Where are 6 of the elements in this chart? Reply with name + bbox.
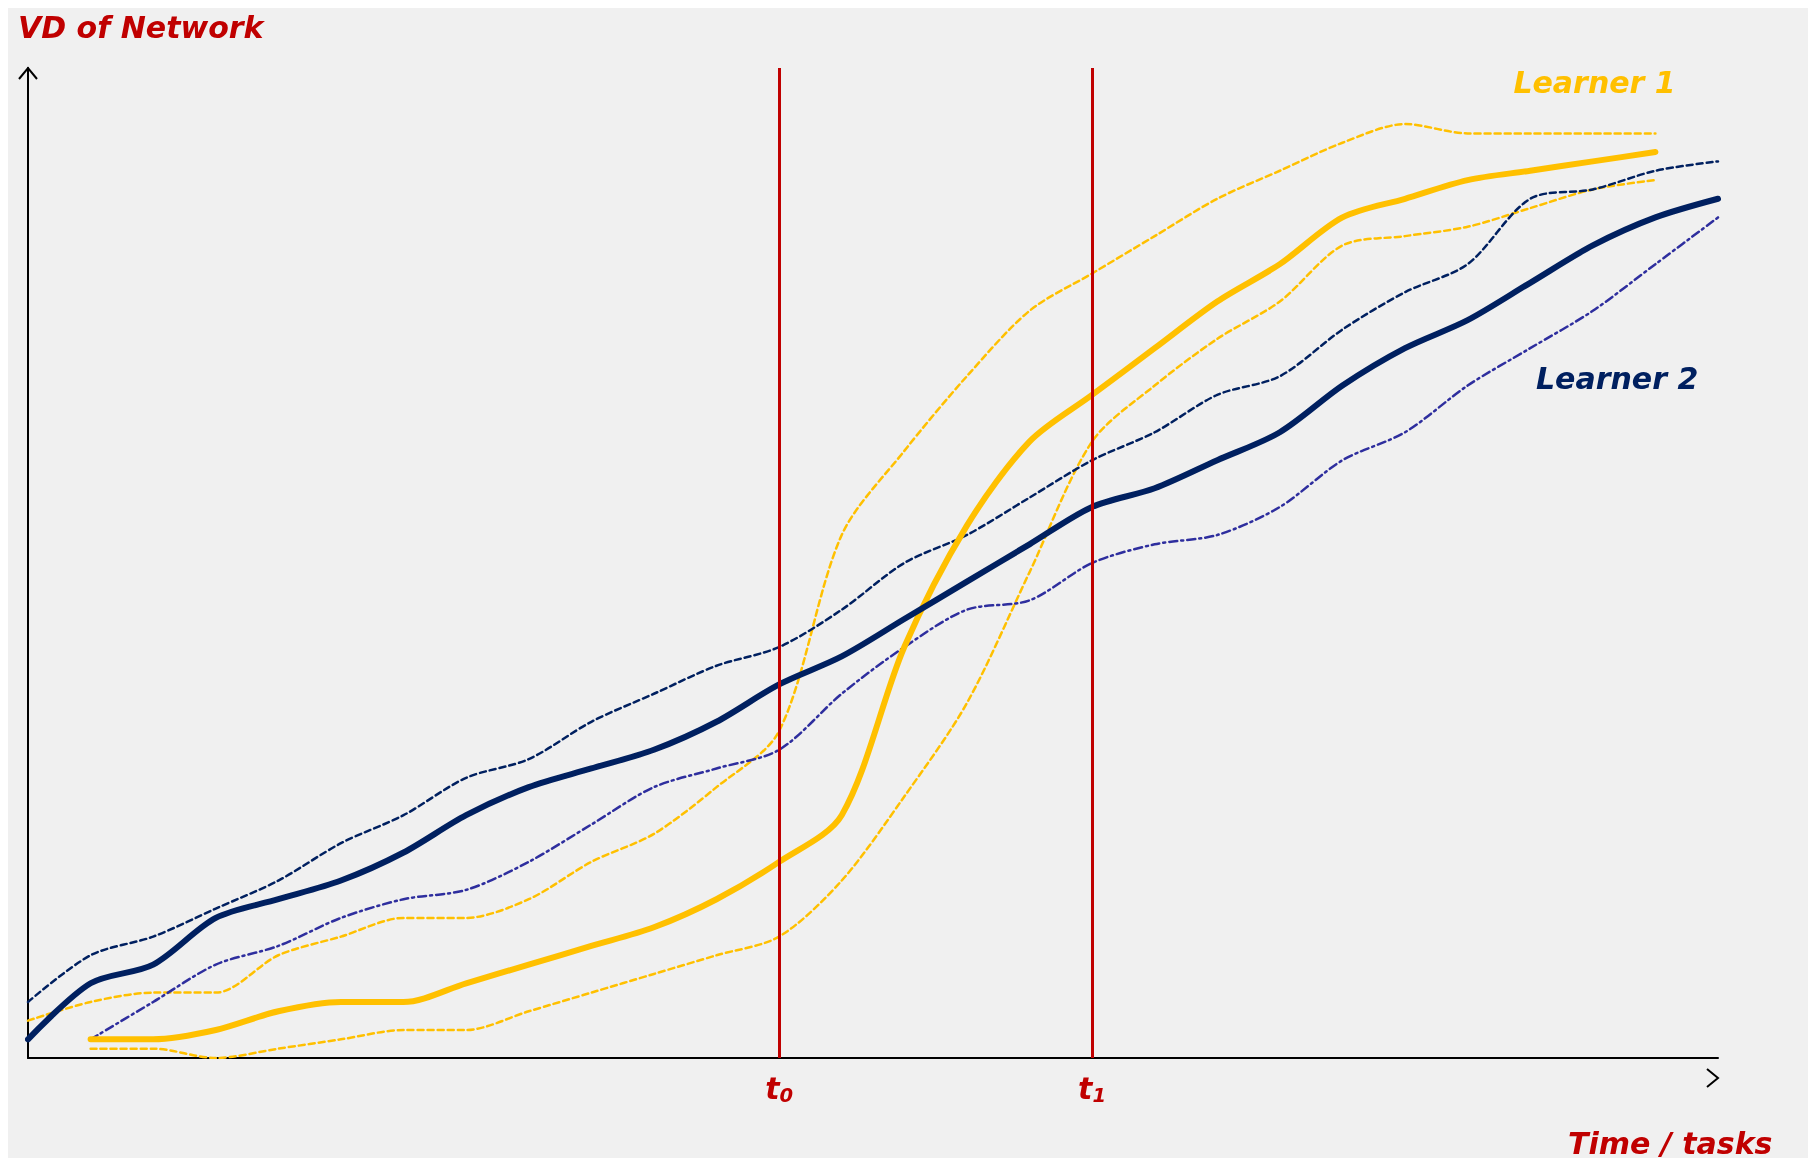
x-tick-label: t1 (1078, 1071, 1107, 1107)
text: Learner 2 (1536, 361, 1699, 397)
x-axis-title: Time / tasks (1568, 1125, 1773, 1161)
series-label: Learner 1 (1513, 64, 1676, 100)
x-tick-label: t0 (765, 1071, 794, 1107)
y-axis-title: VD of Network (18, 9, 266, 45)
